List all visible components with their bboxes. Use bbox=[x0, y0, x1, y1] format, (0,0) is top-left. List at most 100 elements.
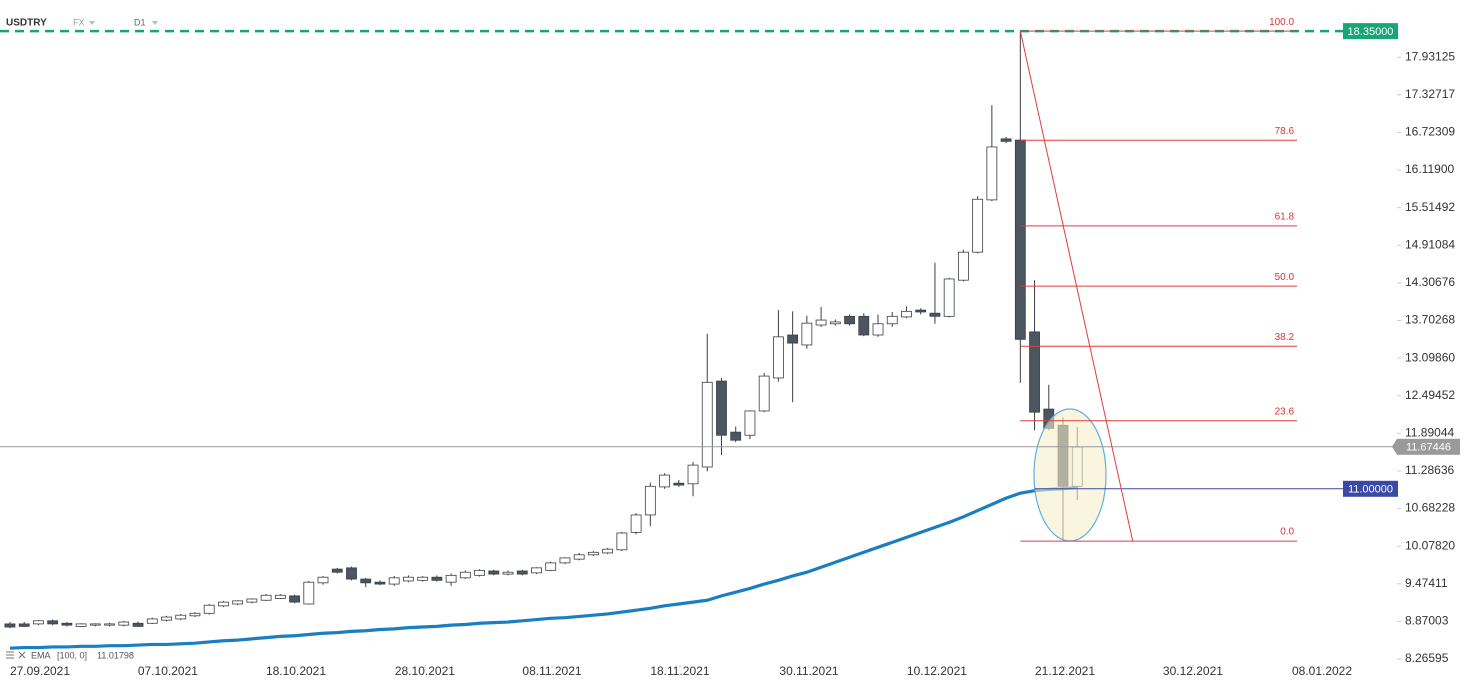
candle-body bbox=[858, 315, 870, 336]
candle-body bbox=[915, 309, 927, 313]
candle-body bbox=[673, 482, 685, 486]
candle-body bbox=[815, 319, 827, 326]
candle-body bbox=[474, 569, 485, 576]
fib-level-label: 61.8 bbox=[1275, 212, 1295, 223]
candle-body bbox=[844, 315, 855, 325]
fib-level-label: 38.2 bbox=[1275, 332, 1295, 343]
candle-body bbox=[346, 567, 357, 580]
x-tick-label: 30.12.2021 bbox=[1163, 664, 1223, 678]
indicator-value: 11.01798 bbox=[97, 650, 134, 660]
candle-body bbox=[901, 310, 912, 318]
candle-body bbox=[47, 620, 59, 625]
candle-body bbox=[659, 474, 670, 488]
candle-body bbox=[431, 576, 443, 581]
candle-body bbox=[417, 576, 429, 581]
candle-body bbox=[61, 622, 73, 626]
fib-level-label: 23.6 bbox=[1275, 406, 1295, 417]
candle-body bbox=[18, 623, 30, 627]
candle-body bbox=[972, 198, 984, 253]
x-tick-label: 28.10.2021 bbox=[395, 664, 455, 678]
candle-body bbox=[545, 562, 557, 571]
candle-body bbox=[360, 578, 372, 584]
dropdown-arrow[interactable] bbox=[89, 21, 95, 25]
y-tick-label: 15.51492 bbox=[1405, 200, 1455, 214]
candle-body bbox=[374, 581, 386, 585]
candle-body bbox=[957, 251, 969, 281]
candle-body bbox=[588, 551, 599, 556]
x-tick-label: 08.11.2021 bbox=[522, 664, 581, 678]
candle-body bbox=[758, 375, 770, 412]
x-tick-label: 08.01.2022 bbox=[1292, 664, 1352, 678]
candle-body bbox=[289, 595, 300, 603]
x-tick-label: 07.10.2021 bbox=[138, 664, 198, 678]
candle-body bbox=[872, 323, 884, 336]
fib-level-label: 100.0 bbox=[1269, 17, 1294, 28]
candle-body bbox=[986, 146, 998, 201]
y-tick-label: 13.09860 bbox=[1405, 350, 1455, 364]
candle-body bbox=[203, 604, 215, 614]
y-tick-label: 17.32717 bbox=[1405, 87, 1455, 101]
candle-body bbox=[943, 278, 955, 317]
fib-level-label: 0.0 bbox=[1280, 527, 1294, 538]
candle-body bbox=[132, 622, 144, 627]
candle-body bbox=[829, 321, 841, 325]
candle-body bbox=[716, 380, 727, 436]
highlight-ellipse bbox=[1033, 408, 1107, 542]
price-tag-label: 18.35000 bbox=[1348, 26, 1394, 38]
x-tick-label: 18.11.2021 bbox=[650, 664, 709, 678]
candle-body bbox=[175, 614, 187, 620]
candle-body bbox=[118, 621, 130, 626]
close-icon[interactable] bbox=[18, 651, 26, 659]
y-tick-label: 16.72309 bbox=[1405, 125, 1455, 139]
candle-body bbox=[516, 570, 528, 575]
fib-level-label: 78.6 bbox=[1275, 126, 1295, 137]
candle-body bbox=[1029, 331, 1040, 413]
candle-body bbox=[488, 570, 500, 575]
y-tick-label: 8.26595 bbox=[1405, 651, 1449, 665]
candle-body bbox=[730, 431, 742, 441]
candle-body bbox=[559, 557, 571, 564]
candle-body bbox=[687, 464, 699, 485]
candle-body bbox=[929, 312, 941, 317]
candle-body bbox=[189, 612, 201, 617]
candle-body bbox=[886, 315, 898, 325]
candle-body bbox=[630, 514, 642, 533]
price-tag-label: 11.00000 bbox=[1348, 484, 1393, 496]
market: FX bbox=[73, 17, 85, 27]
timeframe[interactable]: D1 bbox=[134, 17, 146, 27]
price-tag-arrow bbox=[1392, 438, 1397, 455]
indicator-params: [100, 0] bbox=[57, 650, 87, 660]
candle-body bbox=[33, 620, 44, 625]
candle-body bbox=[75, 623, 87, 627]
candle-body bbox=[4, 623, 16, 628]
y-tick-label: 14.30676 bbox=[1405, 275, 1455, 289]
ema-line bbox=[9, 485, 1078, 650]
candle-body bbox=[232, 600, 244, 605]
x-tick-label: 21.12.2021 bbox=[1035, 664, 1095, 678]
y-tick-label: 14.91084 bbox=[1405, 237, 1455, 251]
candle-body bbox=[744, 410, 756, 436]
candle-body bbox=[801, 322, 813, 346]
symbol[interactable]: USDTRY bbox=[6, 18, 47, 29]
candle-body bbox=[701, 381, 713, 468]
y-tick-label: 10.07820 bbox=[1405, 538, 1455, 552]
candle-body bbox=[146, 618, 158, 624]
candle-body bbox=[260, 594, 272, 601]
candle-body bbox=[303, 581, 315, 605]
price-tag bbox=[1397, 438, 1460, 455]
candle-body bbox=[573, 554, 585, 560]
candle-body bbox=[403, 576, 414, 582]
candle-body bbox=[787, 334, 799, 344]
candle-body bbox=[531, 567, 542, 574]
dropdown-arrow[interactable] bbox=[152, 21, 158, 25]
y-tick-label: 11.28636 bbox=[1405, 463, 1454, 477]
fib-level-label: 50.0 bbox=[1275, 272, 1295, 283]
candle-body bbox=[104, 623, 115, 626]
candle-body bbox=[502, 571, 514, 575]
candle-body bbox=[773, 336, 784, 379]
x-tick-label: 27.09.2021 bbox=[10, 664, 70, 678]
y-tick-label: 16.11900 bbox=[1405, 162, 1454, 176]
menu-icon[interactable] bbox=[6, 651, 14, 659]
candle-body bbox=[274, 594, 286, 599]
